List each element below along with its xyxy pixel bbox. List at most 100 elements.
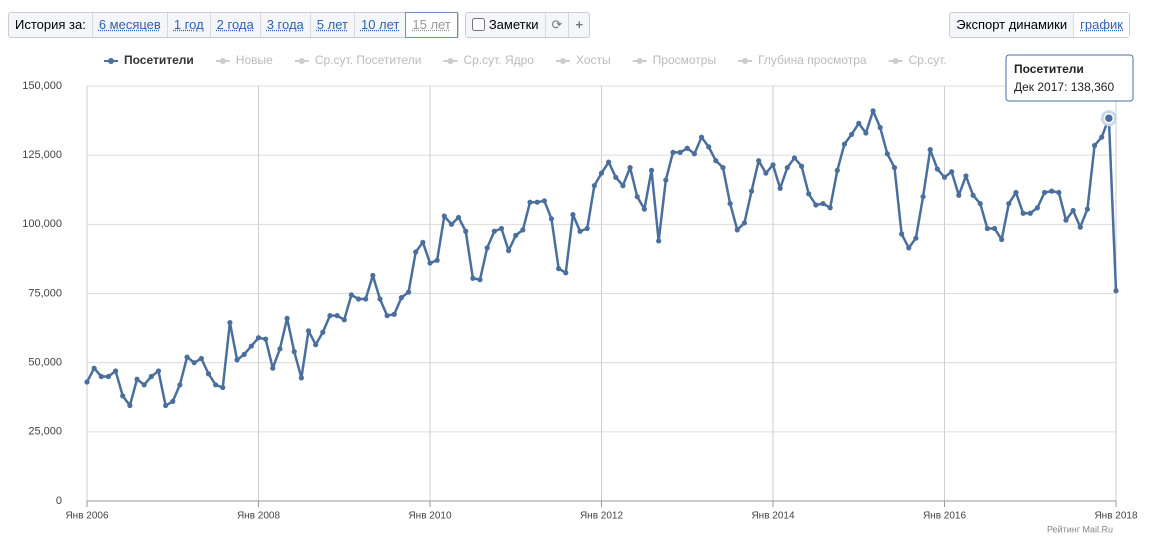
refresh-button[interactable]: ⟳	[544, 13, 569, 37]
data-point	[613, 174, 619, 180]
data-point	[1091, 142, 1098, 149]
data-point	[377, 296, 383, 302]
data-point	[248, 343, 254, 349]
data-point	[541, 198, 547, 204]
graph-link[interactable]: график	[1073, 13, 1129, 37]
data-point	[863, 130, 869, 136]
x-tick-label: Янв 2018	[1094, 511, 1138, 522]
export-group: Экспорт динамики график	[949, 12, 1130, 38]
period-button[interactable]: 6 месяцев	[91, 13, 167, 37]
data-point	[405, 289, 412, 295]
data-point	[327, 313, 333, 319]
data-point	[677, 149, 683, 155]
data-point	[548, 216, 555, 222]
data-point	[484, 245, 490, 251]
data-point	[1063, 217, 1069, 223]
data-point	[770, 162, 776, 168]
x-tick-label: Янв 2010	[408, 511, 452, 522]
export-button[interactable]: Экспорт динамики	[956, 17, 1068, 32]
legend-swatch-dot	[108, 58, 114, 64]
data-point	[556, 266, 562, 272]
history-label: История за:	[15, 17, 86, 32]
period-button[interactable]: 15 лет	[405, 12, 458, 38]
data-point	[798, 163, 805, 169]
data-point	[355, 296, 362, 302]
data-point	[756, 158, 762, 164]
data-point	[706, 144, 712, 150]
data-point	[999, 236, 1005, 243]
data-point	[120, 393, 126, 399]
data-point	[363, 296, 369, 302]
data-point	[727, 200, 733, 207]
data-point	[348, 292, 354, 298]
data-point	[1077, 224, 1083, 230]
data-point	[584, 225, 590, 232]
data-point	[591, 183, 597, 189]
tooltip-title: Посетители	[1014, 62, 1084, 76]
data-point	[577, 228, 583, 234]
data-point	[870, 108, 876, 114]
data-point	[434, 257, 440, 263]
data-point	[520, 227, 526, 233]
tooltip-text: Дек 2017: 138,360	[1014, 80, 1114, 94]
data-point	[277, 346, 283, 352]
data-point	[127, 402, 133, 409]
data-point	[970, 192, 976, 198]
data-point	[806, 191, 812, 197]
data-point	[205, 371, 212, 377]
data-point	[1006, 200, 1012, 207]
period-button[interactable]: 5 лет	[309, 13, 354, 37]
data-point	[1070, 207, 1076, 214]
data-point	[763, 170, 769, 176]
data-point	[877, 124, 883, 131]
y-tick-label: 100,000	[22, 218, 62, 230]
period-button[interactable]: 1 год	[166, 13, 210, 37]
data-point	[1041, 189, 1048, 196]
data-point	[598, 170, 605, 176]
data-point	[291, 349, 297, 355]
data-point	[263, 336, 269, 342]
data-point	[398, 295, 405, 301]
data-point	[813, 202, 819, 208]
data-point	[641, 206, 647, 212]
data-point	[891, 165, 898, 171]
data-point	[1020, 210, 1026, 216]
add-button[interactable]: +	[568, 13, 589, 37]
period-button[interactable]: 2 года	[209, 13, 260, 37]
data-point	[191, 360, 197, 366]
data-point	[341, 317, 347, 323]
data-point	[234, 357, 240, 363]
legend-swatch-dot	[559, 58, 566, 64]
data-point	[1049, 188, 1055, 194]
legend-swatch-dot	[892, 58, 899, 64]
x-tick-label: Янв 2006	[65, 511, 109, 522]
data-point	[884, 151, 890, 157]
legend-swatch-dot	[447, 58, 454, 64]
notes-label: Заметки	[488, 17, 539, 32]
data-point	[856, 120, 862, 126]
data-point	[177, 382, 183, 388]
data-point	[105, 373, 112, 380]
data-point	[748, 188, 755, 194]
period-button[interactable]: 3 года	[259, 13, 310, 37]
data-point	[648, 167, 655, 173]
data-point	[934, 166, 940, 172]
notes-toggle[interactable]: Заметки	[466, 13, 545, 37]
data-point	[563, 270, 569, 276]
period-group: История за: 6 месяцев 1 год 2 года 3 года 5 л…	[8, 12, 459, 38]
data-point	[627, 165, 633, 171]
period-button[interactable]: 10 лет	[353, 13, 405, 37]
data-point	[427, 260, 433, 266]
data-point	[849, 131, 855, 138]
x-tick-label: Янв 2012	[580, 511, 624, 522]
x-tick-label: Янв 2016	[923, 511, 967, 522]
legend-label: Ср.сут. Ядро	[463, 53, 534, 67]
data-point	[384, 313, 390, 319]
data-point	[455, 214, 462, 221]
data-point	[784, 165, 790, 171]
data-point	[220, 384, 226, 391]
notes-checkbox[interactable]	[471, 18, 485, 31]
data-point	[320, 329, 326, 335]
data-point	[441, 213, 447, 219]
